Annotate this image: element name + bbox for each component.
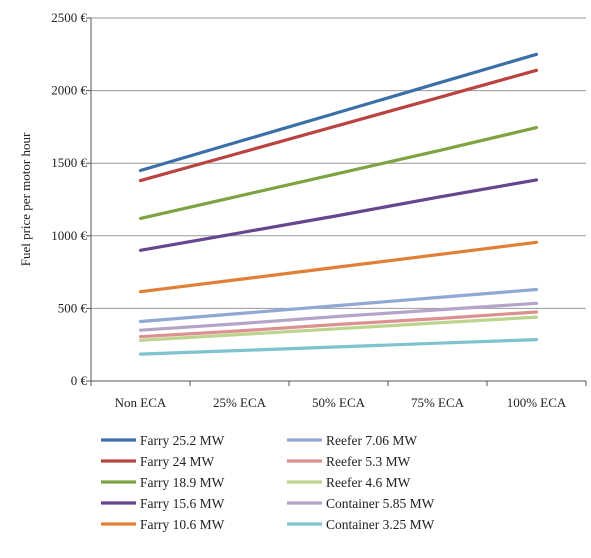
y-tick-label: 500 €: [58, 300, 88, 315]
legend-label: Container 3.25 MW: [326, 517, 435, 532]
gridlines: [91, 17, 586, 309]
legend-label: Reefer 5.3 MW: [326, 454, 411, 469]
series-line: [138, 52, 539, 173]
series-line: [138, 310, 539, 339]
legend-label: Farry 15.6 MW: [140, 496, 225, 511]
series-line: [138, 125, 539, 220]
series-line: [138, 178, 539, 252]
series-line: [138, 301, 539, 332]
legend-label: Container 5.85 MW: [326, 496, 435, 511]
series-line: [138, 68, 539, 183]
axes: 0 € 500 € 1000 € 1500 € 2000 € 2500 € Non ECA 2…: [51, 10, 587, 410]
y-tick-label: 1500 €: [51, 155, 87, 170]
x-tick-label: 100% ECA: [507, 395, 567, 410]
legend-label: Farry 18.9 MW: [140, 475, 225, 490]
legend-label: Farry 24 MW: [140, 454, 214, 469]
x-tick-label: Non ECA: [115, 395, 167, 410]
series-line: [138, 240, 539, 294]
series-line: [138, 315, 539, 342]
series-line: [138, 338, 539, 356]
legend-label: Reefer 4.6 MW: [326, 475, 411, 490]
y-tick-label: 2000 €: [51, 83, 87, 98]
x-tick-label: 50% ECA: [312, 395, 366, 410]
legend: Farry 25.2 MW Farry 24 MW Farry 18.9 MW Far…: [101, 433, 435, 532]
y-axis-title: Fuel price per motor hour: [18, 132, 33, 266]
y-tick-label: 1000 €: [51, 228, 87, 243]
x-tick-label: 75% ECA: [411, 395, 465, 410]
x-tick-label: 25% ECA: [213, 395, 267, 410]
series-lines: [138, 52, 539, 356]
series-line: [138, 287, 539, 324]
y-tick-label: 0 €: [71, 373, 88, 388]
y-tick-label: 2500 €: [51, 10, 87, 25]
legend-label: Farry 25.2 MW: [140, 433, 225, 448]
legend-label: Reefer 7.06 MW: [326, 433, 417, 448]
legend-label: Farry 10.6 MW: [140, 517, 225, 532]
